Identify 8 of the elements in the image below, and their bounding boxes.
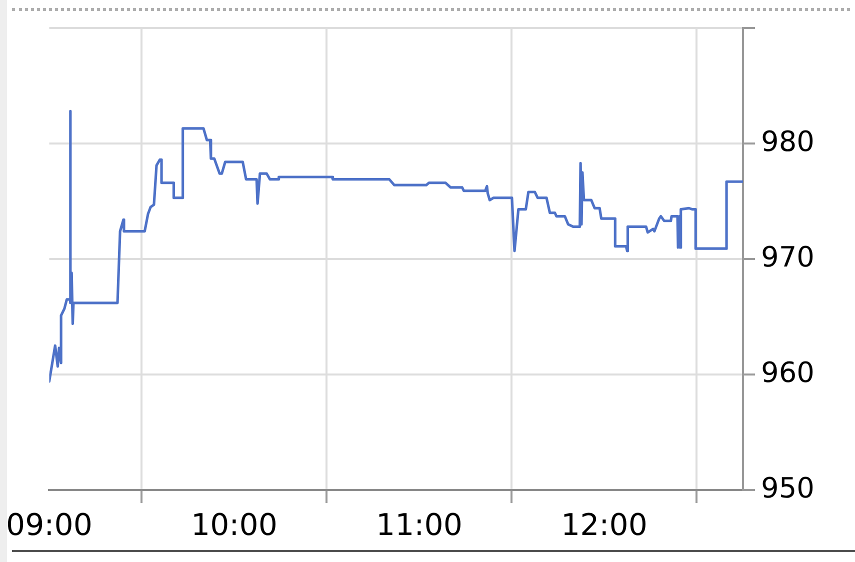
x-tick-label: 09:00 — [6, 508, 92, 543]
y-tick-label: 980 — [761, 124, 814, 158]
y-tick-label: 970 — [761, 240, 814, 274]
y-tick-label: 950 — [761, 471, 814, 504]
x-tick-label: 12:00 — [561, 508, 648, 543]
y-tick-label: 960 — [761, 356, 814, 389]
x-tick-label: 11:00 — [376, 508, 462, 543]
x-tick-label: 10:00 — [191, 508, 278, 543]
